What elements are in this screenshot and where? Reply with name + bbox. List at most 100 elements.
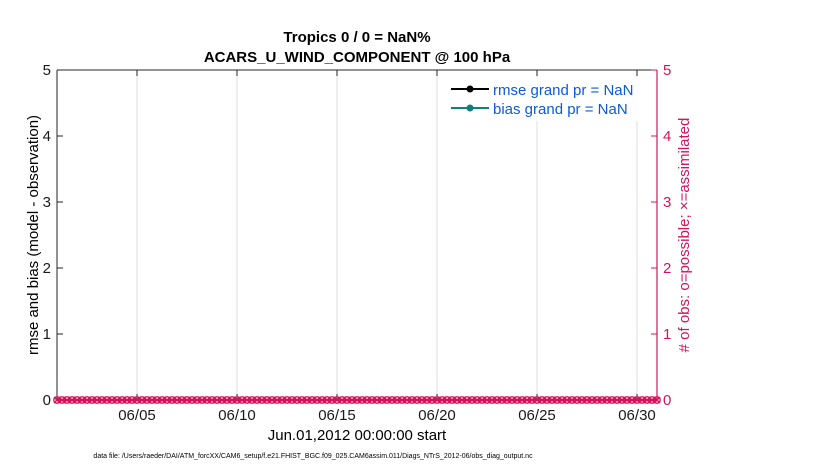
obs-possible-marker-26 — [183, 396, 191, 404]
chart-title-line-1: Tropics 0 / 0 = NaN% — [283, 29, 430, 46]
obs-possible-marker-38 — [243, 396, 251, 404]
obs-possible-marker-107 — [588, 396, 596, 404]
x-tick-label-1: 06/10 — [218, 407, 256, 424]
obs-possible-marker-64 — [373, 396, 381, 404]
obs-possible-marker-43 — [268, 396, 276, 404]
obs-possible-marker-69 — [398, 396, 406, 404]
obs-possible-marker-31 — [208, 396, 216, 404]
obs-possible-marker-113 — [618, 396, 626, 404]
obs-possible-marker-33 — [218, 396, 226, 404]
obs-possible-marker-97 — [538, 396, 546, 404]
obs-possible-marker-79 — [448, 396, 456, 404]
obs-possible-marker-17 — [138, 396, 146, 404]
obs-possible-marker-12 — [113, 396, 121, 404]
obs-possible-marker-115 — [628, 396, 636, 404]
obs-possible-marker-10 — [103, 396, 111, 404]
y-axis-ticks: 0 1 2 3 4 5 — [43, 62, 63, 409]
chart-title-line-2: ACARS_U_WIND_COMPONENT @ 100 hPa — [204, 49, 511, 66]
legend-box — [445, 77, 650, 121]
obs-possible-marker-7 — [88, 396, 96, 404]
x-axis-label: Jun.01,2012 00:00:00 start — [268, 427, 447, 444]
obs-possible-marker-109 — [598, 396, 606, 404]
obs-possible-marker-45 — [278, 396, 286, 404]
obs-possible-marker-63 — [368, 396, 376, 404]
obs-possible-marker-120 — [653, 396, 661, 404]
obs-possible-marker-95 — [528, 396, 536, 404]
obs-possible-marker-5 — [78, 396, 86, 404]
obs-possible-marker-117 — [638, 396, 646, 404]
y-tick-label-3: 3 — [43, 194, 51, 211]
obs-possible-marker-81 — [458, 396, 466, 404]
obs-possible-marker-9 — [98, 396, 106, 404]
obs-possible-marker-21 — [158, 396, 166, 404]
obs-possible-marker-42 — [263, 396, 271, 404]
obs-possible-marker-90 — [503, 396, 511, 404]
obs-possible-marker-67 — [388, 396, 396, 404]
x-tick-label-2: 06/15 — [318, 407, 356, 424]
y-tick-label-2: 2 — [43, 260, 51, 277]
obs-possible-marker-76 — [433, 396, 441, 404]
legend: rmse grand pr = NaN bias grand pr = NaN — [445, 77, 650, 121]
obs-possible-marker-51 — [308, 396, 316, 404]
obs-possible-marker-99 — [548, 396, 556, 404]
obs-possible-marker-2 — [63, 396, 71, 404]
obs-possible-marker-78 — [443, 396, 451, 404]
obs-possible-marker-83 — [468, 396, 476, 404]
obs-possible-marker-37 — [238, 396, 246, 404]
obs-possible-marker-118 — [643, 396, 651, 404]
obs-possible-marker-29 — [198, 396, 206, 404]
obs-possible-marker-114 — [623, 396, 631, 404]
obs-possible-marker-75 — [428, 396, 436, 404]
obs-possible-marker-72 — [413, 396, 421, 404]
obs-possible-marker-14 — [123, 396, 131, 404]
obs-possible-marker-41 — [258, 396, 266, 404]
obs-possible-marker-86 — [483, 396, 491, 404]
obs-possible-marker-61 — [358, 396, 366, 404]
y2-tick-label-1: 1 — [663, 326, 671, 343]
obs-possible-marker-96 — [533, 396, 541, 404]
legend-rmse-marker — [466, 85, 474, 93]
obs-possible-marker-19 — [148, 396, 156, 404]
y-tick-label-0: 0 — [43, 392, 51, 409]
x-tick-label-3: 06/20 — [418, 407, 456, 424]
obs-possible-marker-18 — [143, 396, 151, 404]
obs-possible-marker-56 — [333, 396, 341, 404]
obs-possible-marker-40 — [253, 396, 261, 404]
y2-tick-label-5: 5 — [663, 62, 671, 79]
obs-possible-marker-34 — [223, 396, 231, 404]
plot-area — [57, 70, 657, 400]
obs-possible-marker-100 — [553, 396, 561, 404]
obs-possible-marker-24 — [173, 396, 181, 404]
legend-bias-marker — [466, 104, 474, 112]
y-tick-label-1: 1 — [43, 326, 51, 343]
obs-possible-marker-36 — [233, 396, 241, 404]
obs-possible-marker-11 — [108, 396, 116, 404]
legend-bias-label: bias grand pr = NaN — [493, 101, 628, 118]
obs-possible-marker-105 — [578, 396, 586, 404]
obs-possible-marker-20 — [153, 396, 161, 404]
obs-possible-marker-106 — [583, 396, 591, 404]
obs-possible-marker-94 — [523, 396, 531, 404]
obs-possible-marker-15 — [128, 396, 136, 404]
obs-possible-marker-66 — [383, 396, 391, 404]
obs-possible-marker-80 — [453, 396, 461, 404]
obs-possible-marker-6 — [83, 396, 91, 404]
obs-possible-marker-28 — [193, 396, 201, 404]
x-tick-label-0: 06/05 — [118, 407, 156, 424]
obs-possible-marker-22 — [163, 396, 171, 404]
y2-axis-label: # of obs: o=possible; ×=assimilated — [676, 118, 693, 353]
data-file-footer: data file: /Users/raeder/DAI/ATM_forcXX/… — [93, 453, 533, 460]
legend-rmse-label: rmse grand pr = NaN — [493, 82, 633, 99]
x-axis-ticks: 06/05 06/10 06/15 06/20 06/25 06/30 — [118, 70, 656, 424]
obs-possible-marker-23 — [168, 396, 176, 404]
obs-possible-marker-46 — [283, 396, 291, 404]
grid — [136, 70, 638, 400]
obs-markers — [53, 396, 661, 404]
obs-possible-marker-16 — [133, 396, 141, 404]
obs-possible-marker-119 — [648, 396, 656, 404]
obs-possible-marker-73 — [418, 396, 426, 404]
obs-possible-marker-52 — [313, 396, 321, 404]
obs-possible-marker-91 — [508, 396, 516, 404]
obs-possible-marker-0 — [53, 396, 61, 404]
